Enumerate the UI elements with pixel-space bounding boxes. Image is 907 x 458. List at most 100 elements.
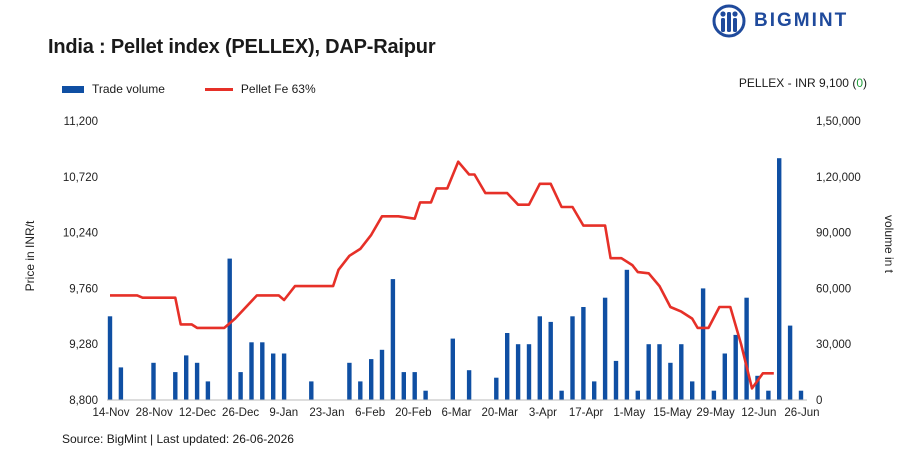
- volume-bar: [766, 390, 771, 400]
- volume-bar: [379, 349, 385, 400]
- volume-bar: [526, 344, 532, 400]
- y-right-axis-label: volume in t: [882, 215, 896, 274]
- volume-bar: [227, 258, 232, 400]
- bars-layer: [107, 158, 804, 400]
- y-left-axis-label: Price in INR/t: [23, 220, 37, 291]
- y-right-tick-label: 1,20,000: [816, 172, 861, 184]
- legend-item-trade-volume: Trade volume: [62, 82, 165, 96]
- y-right-tick-label: 60,000: [816, 283, 851, 295]
- volume-bar: [711, 390, 717, 400]
- x-tick-label: 12-Jun: [741, 407, 776, 419]
- volume-bar: [744, 297, 749, 400]
- volume-bar: [668, 362, 673, 400]
- line-layer: [110, 160, 774, 390]
- right-axis-ticks: 0 30,000 60,000 90,000 1,20,000 1,50,000: [816, 116, 861, 407]
- volume-bar: [205, 381, 211, 400]
- x-tick-label: 12-Dec: [179, 407, 216, 419]
- volume-bar: [194, 362, 200, 400]
- volume-bar: [787, 325, 793, 400]
- volume-bar: [657, 344, 662, 400]
- volume-bar: [635, 390, 640, 400]
- x-tick-label: 20-Feb: [395, 407, 431, 419]
- x-tick-label: 17-Apr: [569, 407, 604, 419]
- volume-bar: [537, 316, 542, 400]
- volume-bar: [548, 321, 553, 400]
- legend-swatch-bar: [62, 85, 84, 93]
- volume-bar: [271, 353, 276, 400]
- volume-bar: [260, 342, 265, 400]
- y-left-tick-label: 10,240: [63, 228, 98, 240]
- volume-bar: [401, 372, 406, 400]
- y-right-tick-label: 0: [816, 395, 822, 407]
- volume-bar: [390, 279, 396, 400]
- x-tick-label: 26-Jun: [784, 407, 819, 419]
- volume-bar: [559, 390, 564, 400]
- x-tick-label: 15-May: [653, 407, 692, 419]
- volume-bar: [722, 353, 727, 400]
- pellex-readout: PELLEX - INR 9,100 (0): [739, 76, 867, 90]
- x-tick-label: 14-Nov: [92, 407, 129, 419]
- pellex-suffix: ): [863, 76, 867, 90]
- volume-bar: [777, 158, 782, 400]
- x-tick-label: 6-Mar: [441, 407, 471, 419]
- y-right-tick-label: 1,50,000: [816, 116, 861, 128]
- y-right-tick-label: 90,000: [816, 228, 851, 240]
- volume-bar: [515, 344, 521, 400]
- volume-bar: [624, 269, 630, 400]
- volume-bar: [450, 338, 455, 400]
- volume-bar: [733, 334, 738, 400]
- legend-item-pellet: Pellet Fe 63%: [204, 82, 316, 96]
- y-left-tick-label: 10,720: [63, 172, 98, 184]
- volume-bar: [581, 307, 586, 400]
- x-tick-label: 9-Jan: [269, 407, 298, 419]
- volume-bar: [494, 377, 499, 400]
- volume-bar: [184, 355, 189, 400]
- volume-bar: [281, 353, 287, 400]
- source-note: Source: BigMint | Last updated: 26-06-20…: [62, 432, 294, 446]
- volume-bar: [700, 288, 706, 400]
- volume-bar: [118, 367, 124, 400]
- volume-bar: [173, 372, 178, 400]
- volume-bar: [505, 333, 510, 400]
- volume-bar: [347, 362, 352, 400]
- volume-bar: [613, 360, 619, 400]
- volume-bar: [679, 344, 684, 400]
- x-tick-label: 3-Apr: [529, 407, 557, 419]
- volume-bar: [466, 370, 472, 400]
- brand: BIGMINT: [712, 4, 848, 38]
- brand-name: BIGMINT: [754, 10, 849, 31]
- chart-title: India : Pellet index (PELLEX), DAP-Raipu…: [48, 36, 436, 58]
- volume-bar: [755, 375, 760, 400]
- volume-bar: [423, 390, 428, 400]
- x-tick-label: 29-May: [696, 407, 735, 419]
- volume-bar: [309, 381, 314, 400]
- legend-label-pellet: Pellet Fe 63%: [240, 82, 316, 96]
- volume-bar: [646, 344, 651, 400]
- volume-bar: [369, 359, 374, 400]
- pellex-prefix: PELLEX - INR 9,100 (: [738, 76, 857, 90]
- volume-bar: [238, 372, 243, 400]
- volume-bar: [570, 316, 575, 400]
- volume-bar: [249, 342, 254, 400]
- volume-bar: [798, 390, 804, 400]
- volume-bar: [592, 381, 597, 400]
- pellex-change: 0: [856, 76, 863, 90]
- x-tick-label: 28-Nov: [136, 407, 173, 419]
- volume-bar: [358, 381, 363, 400]
- pellet-price-line: [110, 160, 774, 390]
- left-axis-ticks: 8,800 9,280 9,760 10,240 10,720 11,200: [63, 116, 98, 407]
- volume-bar: [412, 372, 417, 400]
- y-left-tick-label: 11,200: [64, 116, 98, 128]
- volume-bar: [107, 316, 113, 400]
- y-left-tick-label: 9,280: [69, 339, 98, 351]
- volume-bar: [151, 362, 156, 400]
- x-tick-label: 23-Jan: [309, 407, 344, 419]
- legend-label-trade-volume: Trade volume: [92, 82, 165, 96]
- x-tick-label: 6-Feb: [355, 407, 385, 419]
- volume-bar: [690, 381, 695, 400]
- y-left-tick-label: 9,760: [69, 283, 98, 295]
- y-right-tick-label: 30,000: [816, 339, 851, 351]
- chart-legend: Trade volume Pellet Fe 63%: [62, 82, 356, 96]
- volume-bar: [602, 297, 608, 400]
